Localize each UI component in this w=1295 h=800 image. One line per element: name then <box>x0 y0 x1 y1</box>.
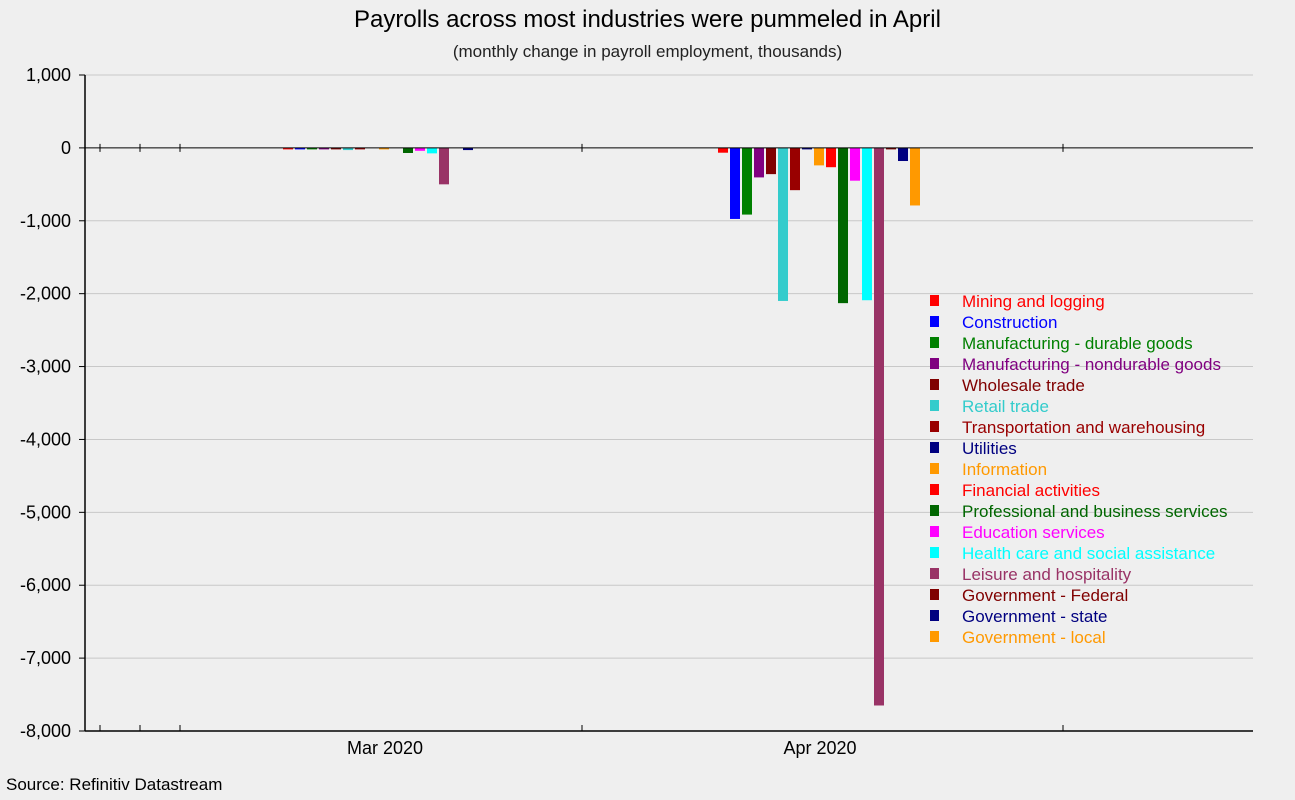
bar <box>754 147 764 178</box>
chart-subtitle: (monthly change in payroll employment, t… <box>452 42 843 61</box>
y-tick-label: -5,000 <box>20 502 71 522</box>
bar <box>874 147 884 706</box>
bar <box>439 147 449 185</box>
bar <box>415 147 425 151</box>
legend-label: Professional and business services <box>962 502 1228 521</box>
x-tick-label: Mar 2020 <box>347 738 423 758</box>
legend-swatch <box>930 610 939 621</box>
y-tick-label: -6,000 <box>20 575 71 595</box>
chart-title: Payrolls across most industries were pum… <box>354 6 941 33</box>
y-tick-label: -1,000 <box>20 211 71 231</box>
legend-swatch <box>930 463 939 474</box>
legend-label: Manufacturing - nondurable goods <box>962 355 1221 374</box>
legend-label: Health care and social assistance <box>962 544 1215 563</box>
legend-swatch <box>930 589 939 600</box>
bars <box>283 147 920 706</box>
bar <box>814 147 824 166</box>
bar <box>790 147 800 191</box>
bar <box>778 147 788 301</box>
bar <box>862 147 872 301</box>
bar <box>886 147 896 150</box>
y-tick-label: -4,000 <box>20 429 71 449</box>
legend-swatch <box>930 505 939 516</box>
bar-chart: 1,000 0 -1,000 -2,000 -3,000 -4,000 -5,000 -6,0… <box>20 65 1253 758</box>
legend-swatch <box>930 400 939 411</box>
y-tick-label: -7,000 <box>20 648 71 668</box>
legend-label: Mining and logging <box>962 292 1105 311</box>
legend-swatch <box>930 568 939 579</box>
bar <box>898 147 908 162</box>
legend-label: Government - local <box>962 628 1106 647</box>
legend-swatch <box>930 421 939 432</box>
bar <box>718 147 728 153</box>
legend-label: Manufacturing - durable goods <box>962 334 1193 353</box>
bar <box>766 147 776 175</box>
legend-label: Government - Federal <box>962 586 1128 605</box>
bar <box>463 147 473 151</box>
legend-label: Leisure and hospitality <box>962 565 1132 584</box>
legend-swatch <box>930 526 939 537</box>
bar <box>319 147 329 150</box>
legend-swatch <box>930 442 939 453</box>
y-tick-label: -2,000 <box>20 284 71 304</box>
y-tick-label: -8,000 <box>20 721 71 741</box>
bar <box>910 147 920 206</box>
bar <box>343 147 353 151</box>
bar <box>742 147 752 215</box>
bar <box>802 147 812 150</box>
source-note: Source: Refinitiv Datastream <box>6 775 223 794</box>
bar <box>283 147 293 150</box>
bar <box>838 147 848 304</box>
bar <box>826 147 836 168</box>
x-tick-label: Apr 2020 <box>783 738 856 758</box>
bar <box>331 147 341 150</box>
legend-label: Government - state <box>962 607 1108 626</box>
legend-label: Utilities <box>962 439 1017 458</box>
bar <box>427 147 437 154</box>
legend-label: Financial activities <box>962 481 1100 500</box>
bar <box>403 147 413 153</box>
legend-label: Wholesale trade <box>962 376 1085 395</box>
legend-swatch <box>930 295 939 306</box>
legend-label: Education services <box>962 523 1105 542</box>
legend-swatch <box>930 547 939 558</box>
bar <box>379 147 389 150</box>
legend-swatch <box>930 358 939 369</box>
bar <box>295 147 305 150</box>
bar <box>730 147 740 219</box>
legend-swatch <box>930 379 939 390</box>
legend-label: Information <box>962 460 1047 479</box>
legend-swatch <box>930 337 939 348</box>
y-tick-label: 1,000 <box>26 65 71 85</box>
legend-label: Transportation and warehousing <box>962 418 1205 437</box>
legend: Mining and logging Construction Manufactur… <box>930 292 1228 647</box>
y-tick-label: -3,000 <box>20 357 71 377</box>
legend-swatch <box>930 484 939 495</box>
y-tick-label: 0 <box>61 138 71 158</box>
legend-label: Retail trade <box>962 397 1049 416</box>
bar <box>850 147 860 181</box>
legend-swatch <box>930 631 939 642</box>
bar <box>355 147 365 150</box>
legend-label: Construction <box>962 313 1057 332</box>
legend-swatch <box>930 316 939 327</box>
bar <box>307 147 317 150</box>
axes: 1,000 0 -1,000 -2,000 -3,000 -4,000 -5,000 -6,0… <box>20 65 1253 758</box>
